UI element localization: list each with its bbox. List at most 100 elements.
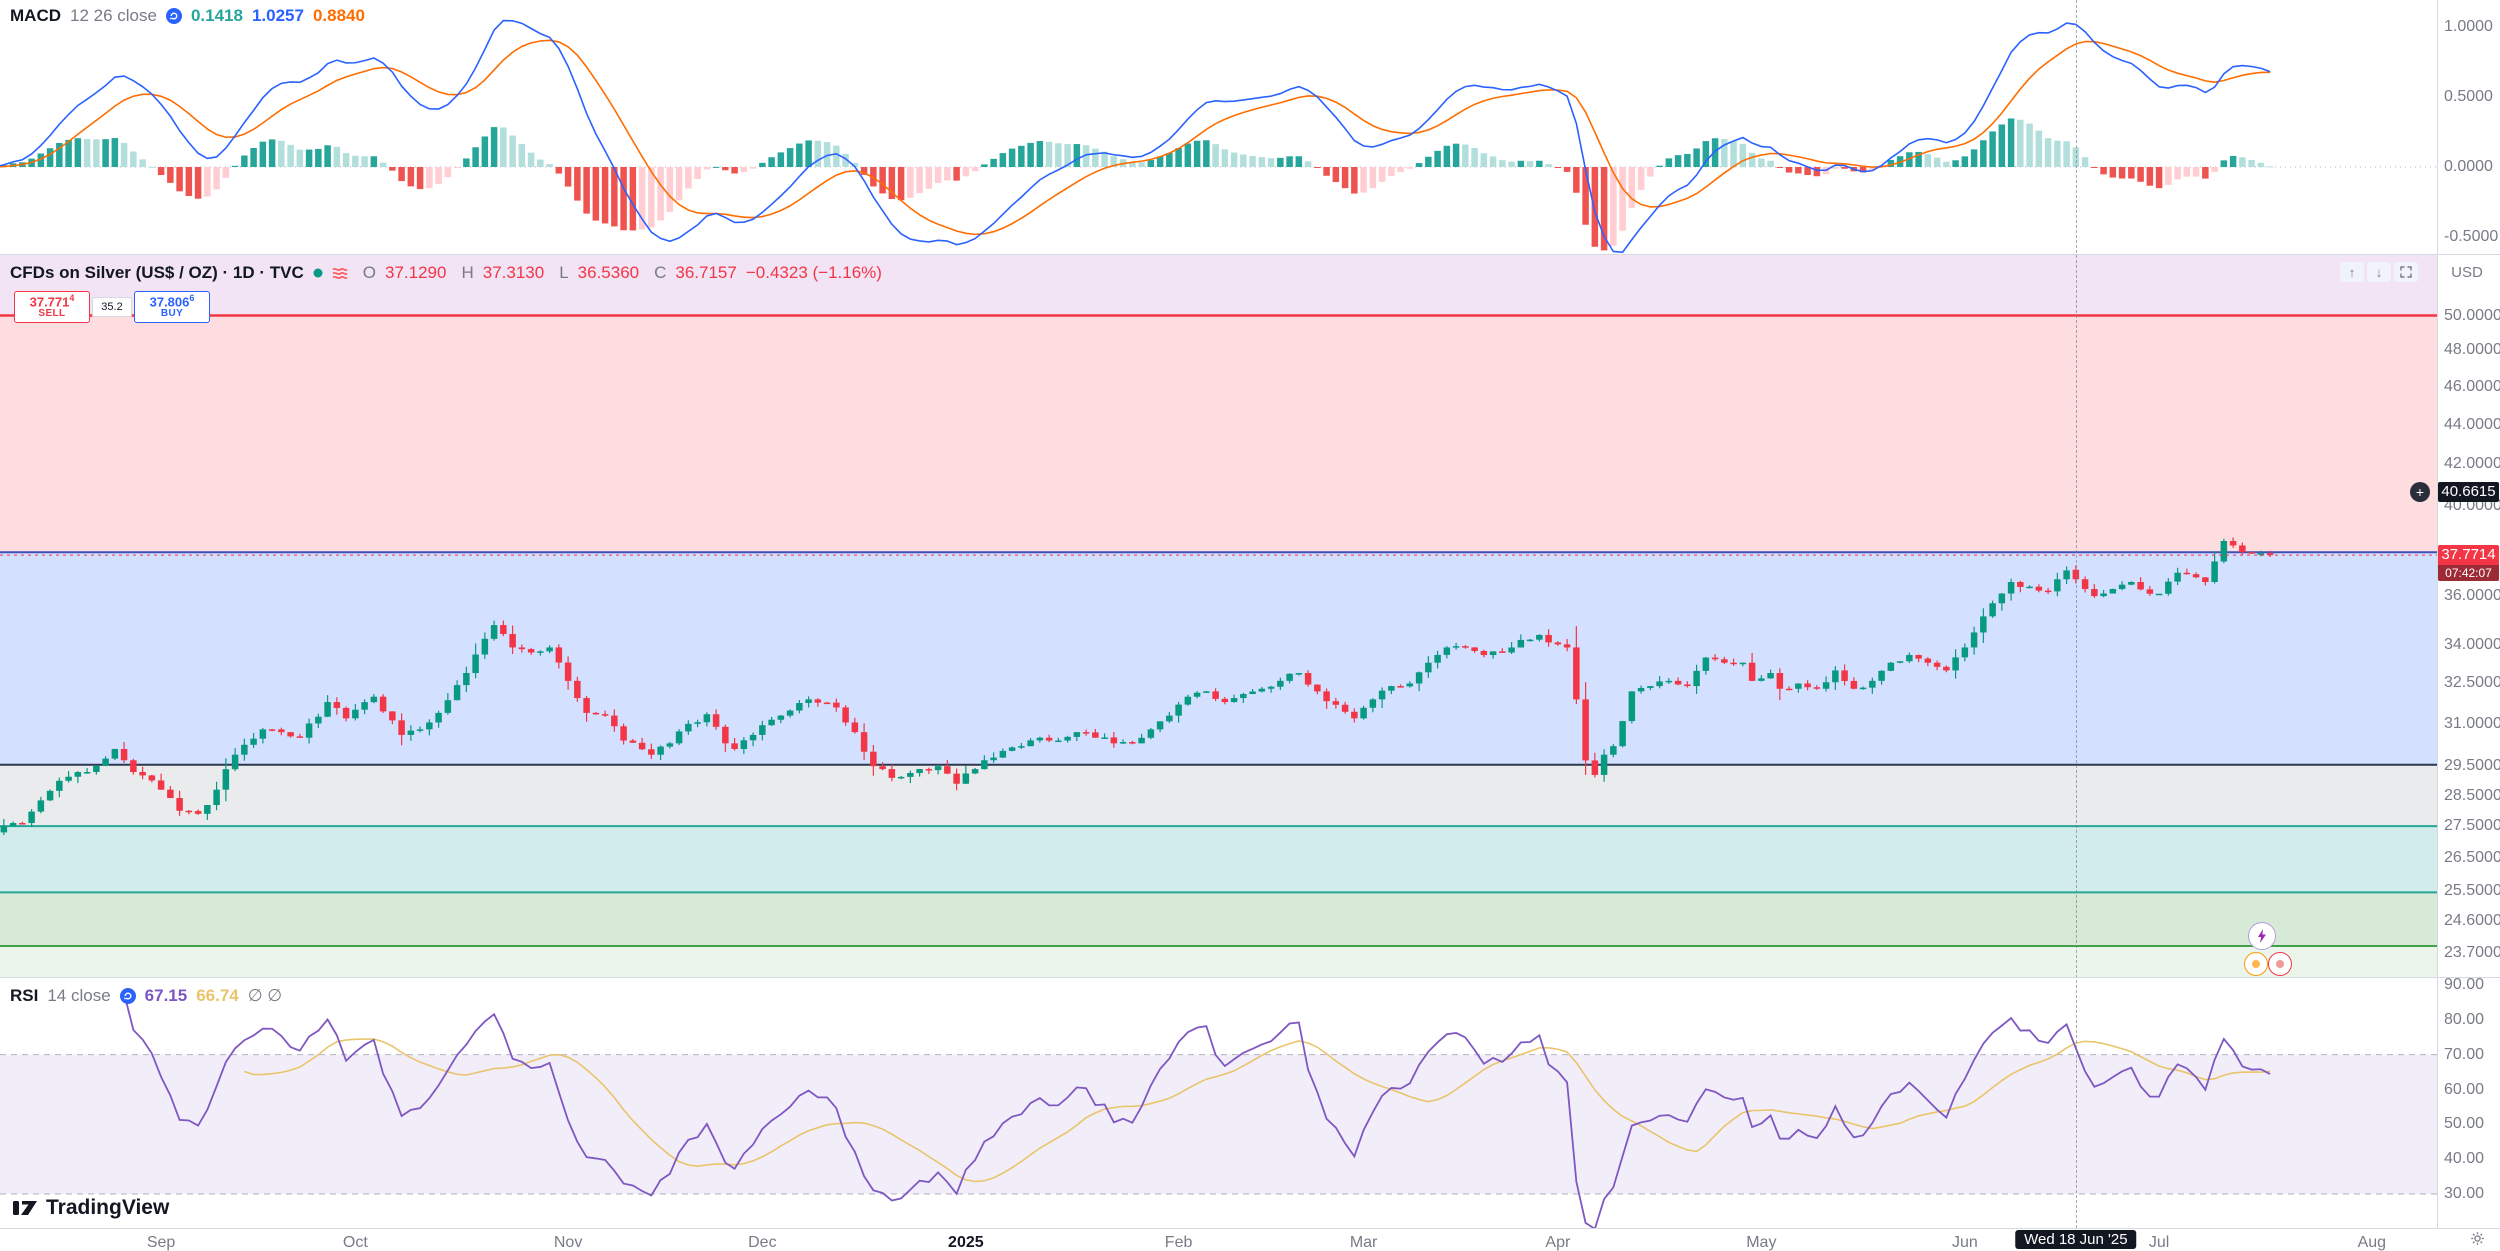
symbol-legend: CFDs on Silver (US$ / OZ) · 1D · TVC O 3…	[10, 263, 882, 283]
market-open-icon	[313, 268, 323, 278]
time-axis-label: Jun	[1951, 1234, 1978, 1251]
move-pane-up-button[interactable]: ↑	[2340, 262, 2364, 282]
price-axis-label: 48.0000	[2444, 341, 2500, 359]
price-axis[interactable]	[2437, 0, 2500, 1228]
time-axis-label: Dec	[748, 1234, 777, 1251]
sell-price-frac: 4	[69, 293, 75, 304]
crosshair-date-tag: Wed 18 Jun '25	[2015, 1230, 2137, 1249]
macd-value: 1.0257	[251, 6, 304, 25]
spark-marker[interactable]	[2248, 922, 2276, 950]
price-axis-label: -0.5000	[2444, 228, 2499, 245]
price-axis-label: 46.0000	[2444, 377, 2500, 395]
price-axis-label: 34.0000	[2444, 635, 2500, 653]
price-axis-label: 24.6000	[2444, 912, 2500, 930]
indicator-update-icon[interactable]	[119, 988, 136, 1004]
time-axis-label: Jul	[2148, 1234, 2170, 1251]
time-axis-label: 2025	[948, 1234, 984, 1251]
arrow-up-icon: ↑	[2348, 264, 2356, 280]
currency-label: USD	[2451, 264, 2483, 281]
price-axis-label: 40.00	[2444, 1150, 2485, 1168]
time-axis-label: Mar	[1349, 1234, 1378, 1251]
price-axis-label: 80.00	[2444, 1010, 2485, 1028]
ohlc-low-label: L	[559, 263, 569, 282]
change-value: −0.4323 (−1.16%)	[745, 263, 882, 282]
maximize-pane-button[interactable]	[2394, 262, 2418, 282]
last-price-tag[interactable]: 37.7714 07:42:07	[2438, 545, 2499, 582]
sell-price: 37.771	[29, 294, 70, 310]
rsi-params[interactable]: 14 close	[47, 986, 111, 1005]
ohlc-close-value: 36.7157	[675, 263, 737, 282]
price-axis-label: 60.00	[2444, 1080, 2485, 1098]
rsi-legend: RSI 14 close 67.15 66.74 ∅ ∅	[10, 986, 282, 1006]
time-axis[interactable]: Sep Oct Nov Dec 2025 Feb Mar Apr May Jun Jul Aug	[0, 1228, 2500, 1251]
indicator-update-icon[interactable]	[165, 8, 182, 24]
macd-params[interactable]: 12 26 close	[70, 6, 157, 25]
ohlc-open-value: 37.1290	[385, 263, 447, 282]
price-axis-label: 0.0000	[2444, 158, 2493, 175]
macd-hist-value: 0.1418	[190, 6, 243, 25]
pane-separator[interactable]	[0, 254, 2500, 255]
tradingview-wordmark: TradingView	[46, 1196, 170, 1219]
price-axis-label: 28.5000	[2444, 786, 2500, 804]
tradingview-logo[interactable]: TradingView	[13, 1196, 169, 1220]
minds-marker[interactable]	[2268, 952, 2292, 976]
ohlc-open-label: O	[362, 263, 376, 282]
time-axis-label: Apr	[1545, 1234, 1571, 1251]
add-alert-plus-icon[interactable]: +	[2410, 482, 2430, 503]
rsi-value: 67.15	[144, 986, 188, 1005]
rsi-disabled-inputs: ∅ ∅	[247, 986, 283, 1005]
move-pane-down-button[interactable]: ↓	[2367, 262, 2391, 282]
price-axis-label: 42.0000	[2444, 455, 2500, 473]
time-axis-label: Aug	[2357, 1234, 2387, 1251]
price-axis-label: 31.0000	[2444, 714, 2500, 732]
price-axis-label: 1.0000	[2444, 18, 2493, 35]
time-axis-settings-icon[interactable]	[2470, 1231, 2485, 1246]
price-axis-label: 27.5000	[2444, 817, 2500, 835]
sell-label: SELL	[38, 308, 66, 320]
price-axis-label: 44.0000	[2444, 415, 2500, 433]
buy-button[interactable]: 37.8066 BUY	[134, 291, 210, 323]
price-axis-label: 0.5000	[2444, 88, 2493, 105]
time-axis-label: Feb	[1164, 1234, 1193, 1251]
time-axis-label: May	[1746, 1234, 1777, 1251]
maximize-icon	[2400, 266, 2412, 278]
price-axis-label: 50.00	[2444, 1115, 2485, 1133]
macd-legend: MACD 12 26 close 0.1418 1.0257 0.8840	[10, 6, 365, 26]
minds-marker[interactable]	[2244, 952, 2268, 976]
price-axis-label: 26.5000	[2444, 848, 2500, 866]
last-price-value: 37.7714	[2441, 546, 2496, 564]
ohlc-low-value: 36.5360	[577, 263, 640, 282]
bar-countdown: 07:42:07	[2438, 565, 2499, 582]
trade-widget: 37.7714 SELL 35.2 37.8066 BUY	[14, 291, 210, 323]
price-pane[interactable]	[0, 255, 2437, 977]
price-axis-label: 23.7000	[2444, 944, 2500, 962]
symbol-title[interactable]: CFDs on Silver (US$ / OZ) · 1D · TVC	[10, 263, 304, 282]
spread-value: 35.2	[92, 297, 132, 317]
pane-separator[interactable]	[0, 977, 2500, 978]
sell-button[interactable]: 37.7714 SELL	[14, 291, 90, 323]
rsi-ma-value: 66.74	[196, 986, 239, 1005]
buy-price: 37.806	[149, 294, 190, 310]
ohlc-high-label: H	[461, 263, 474, 282]
price-axis-label: 25.5000	[2444, 881, 2500, 899]
arrow-down-icon: ↓	[2375, 264, 2383, 280]
ohlc-close-label: C	[654, 263, 667, 282]
buy-price-frac: 6	[189, 293, 195, 304]
alert-price-tag[interactable]: 40.6615	[2438, 482, 2499, 503]
time-axis-label: Nov	[553, 1234, 583, 1251]
rsi-title[interactable]: RSI	[10, 986, 39, 1005]
price-axis-label: 50.0000	[2444, 306, 2500, 324]
alert-price-value: 40.6615	[2441, 483, 2496, 501]
rsi-pane[interactable]	[0, 978, 2437, 1228]
pane-buttons: ↑ ↓	[2340, 262, 2418, 282]
macd-pane[interactable]	[0, 0, 2437, 254]
price-axis-label: 70.00	[2444, 1045, 2485, 1063]
price-axis-label: 30.00	[2444, 1185, 2485, 1202]
macd-title[interactable]: MACD	[10, 6, 61, 25]
price-axis-label: 29.5000	[2444, 757, 2500, 775]
buy-label: BUY	[160, 308, 184, 320]
ohlc-high-value: 37.3130	[482, 263, 545, 282]
data-feed-icon	[332, 266, 348, 280]
macd-signal-value: 0.8840	[312, 6, 365, 25]
